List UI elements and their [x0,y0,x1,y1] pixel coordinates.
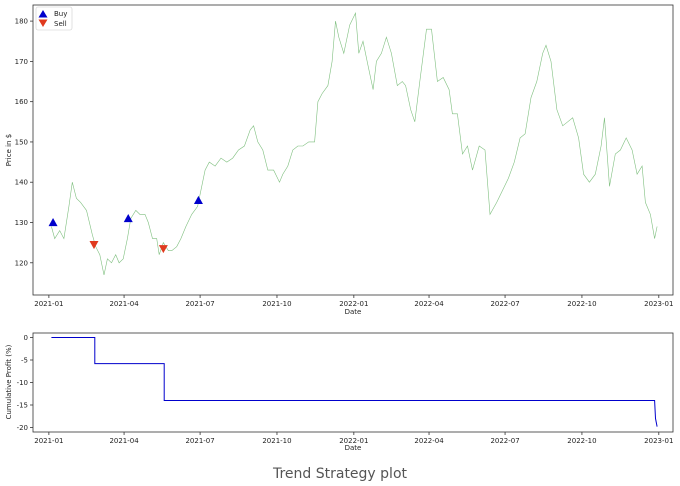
legend-buy-label: Buy [54,10,67,18]
profit-x-tick-label: 2022-10 [567,437,596,445]
profit-y-axis-label: Cumulative Profit (%) [5,344,13,419]
profit-x-tick-label: 2021-04 [109,437,139,445]
profit-y-tick-label: 0 [24,334,28,342]
price-series-line [51,11,658,275]
price-y-tick-label: 150 [15,138,28,146]
price-x-tick-label: 2022-01 [339,300,368,308]
profit-y-tick-label: -15 [17,402,28,410]
price-x-axis-label: Date [345,308,362,316]
price-y-tick-label: 180 [15,18,28,26]
profit-y-ticks: 0 -5 -10 -15 -20 [17,334,33,432]
sell-signal-marker [89,241,99,250]
legend-box [35,6,73,31]
price-y-tick-label: 170 [15,58,28,66]
price-x-tick-label: 2021-04 [109,300,139,308]
legend-sell-label: Sell [54,20,67,28]
profit-x-tick-label: 2021-07 [185,437,214,445]
profit-y-tick-label: -10 [17,379,28,387]
price-x-tick-label: 2021-01 [34,300,63,308]
profit-chart: 0 -5 -10 -15 -20 2021-01 2021-04 2021-07 2021-1… [5,332,674,452]
price-y-ticks: 120 130 140 150 160 170 180 [15,18,33,267]
profit-x-tick-label: 2021-10 [262,437,291,445]
profit-y-tick-label: -20 [17,424,28,432]
legend-sell-icon [38,19,48,27]
price-legend: Buy Sell [35,6,73,31]
profit-x-ticks: 2021-01 2021-04 2021-07 2021-10 2022-01 2022-… [34,432,673,445]
price-x-tick-label: 2022-10 [567,300,596,308]
profit-x-tick-label: 2021-01 [34,437,63,445]
profit-x-tick-label: 2022-07 [490,437,519,445]
profit-x-axis-label: Date [345,444,362,452]
buy-signal-marker [193,195,203,204]
figure-caption: Trend Strategy plot [272,466,408,482]
legend-buy-icon [38,10,48,18]
price-x-tick-label: 2021-10 [262,300,291,308]
profit-y-tick-label: -5 [21,357,28,365]
sell-signal-marker [158,245,168,254]
price-axes-frame [32,4,674,296]
price-y-axis-label: Price in $ [5,134,13,166]
buy-signal-marker [48,218,58,227]
price-x-tick-label: 2022-07 [490,300,519,308]
price-y-tick-label: 160 [15,98,28,106]
price-y-tick-label: 140 [15,179,28,187]
profit-x-tick-label: 2023-01 [644,437,673,445]
buy-signal-marker [123,213,133,223]
profit-axes-frame [32,332,674,433]
price-x-tick-label: 2022-04 [414,300,444,308]
trade-signal-markers [48,195,203,254]
price-x-ticks: 2021-01 2021-04 2021-07 2021-10 2022-01 2022-… [34,295,673,308]
price-y-tick-label: 130 [15,219,28,227]
price-x-tick-label: 2021-07 [185,300,214,308]
profit-x-tick-label: 2022-04 [414,437,444,445]
cumulative-profit-line [51,337,658,427]
price-x-tick-label: 2023-01 [644,300,673,308]
profit-x-tick-label: 2022-01 [339,437,368,445]
price-y-tick-label: 120 [15,259,28,267]
